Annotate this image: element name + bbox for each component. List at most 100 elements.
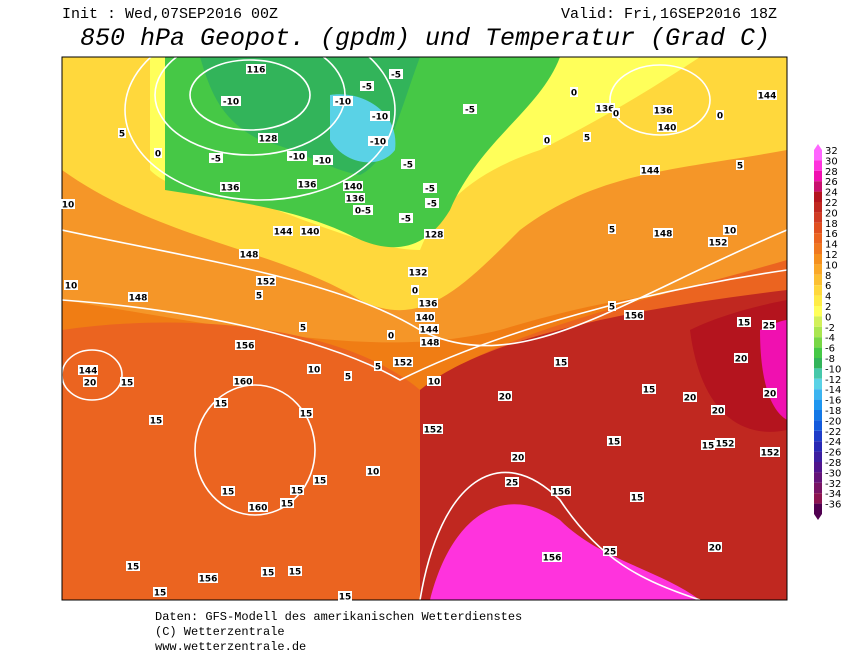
contour-label: -5: [427, 200, 437, 210]
contour-label-box: [287, 151, 307, 161]
contour-label: 140: [658, 124, 677, 134]
contour-label: 5: [375, 363, 381, 373]
colorbar-label: 6: [825, 281, 831, 292]
contour-label-box: [711, 405, 725, 415]
contour-label: 25: [604, 548, 617, 558]
contour-label: 152: [424, 426, 443, 436]
colorbar-label: 32: [825, 146, 838, 157]
contour-label-box: [221, 486, 235, 496]
contour-label: 15: [314, 477, 327, 487]
colorbar-swatch: [814, 233, 822, 244]
footer-source: Daten: GFS-Modell des amerikanischen Wet…: [155, 610, 522, 624]
contour-label-box: [708, 542, 722, 552]
contour-label-box: [154, 148, 162, 158]
contour-label-box: [734, 353, 748, 363]
contour-label: 15: [738, 319, 751, 329]
contour-label: 15: [121, 379, 134, 389]
contour-label: 20: [709, 544, 722, 554]
contour-label-box: [338, 591, 352, 601]
contour-label-box: [360, 81, 374, 91]
contour-label: -5: [401, 215, 411, 225]
colorbar-label: -16: [825, 396, 841, 407]
colorbar-arrow: [814, 144, 822, 150]
colorbar-swatch: [814, 243, 822, 254]
contour-label-box: [198, 573, 218, 583]
contour-labels: 116 -10 128 136 136 140 136 144 140 148 152 156 160 1…: [61, 64, 780, 603]
contour-label: 5: [256, 292, 262, 302]
contour-label-box: [425, 198, 439, 208]
contour-label: 136: [654, 107, 673, 117]
contour-label: 20: [712, 407, 725, 417]
contour-label-box: [607, 436, 621, 446]
contour-label: 156: [625, 312, 644, 322]
contour-label: 0: [717, 112, 723, 122]
contour-label-box: [653, 228, 673, 238]
contour-label: 10: [428, 378, 441, 388]
colorbar-label: -26: [825, 448, 841, 459]
contour-label-box: [640, 165, 660, 175]
contour-label-box: [542, 552, 562, 562]
contour-label-box: [608, 301, 616, 311]
contour-label: 152: [761, 449, 780, 459]
colorbar-label: -2: [825, 323, 835, 334]
colorbar-swatch: [814, 170, 822, 182]
contour-label-box: [763, 388, 777, 398]
colorbar-swatch: [814, 326, 822, 338]
contour-label: 15: [339, 593, 352, 603]
colorbar-label: 8: [825, 271, 831, 282]
contour-label-box: [64, 280, 78, 290]
colorbar-swatch: [814, 482, 822, 494]
contour-label: 0: [155, 150, 161, 160]
contour-label-box: [736, 160, 744, 170]
contour-label: 5: [609, 303, 615, 313]
contour-label-box: [608, 224, 616, 234]
colorbar-label: -4: [825, 333, 835, 344]
contour-label-box: [498, 391, 512, 401]
footer-url: www.wetterzentrale.de: [155, 640, 306, 654]
contour-label-box: [256, 276, 276, 286]
contour-label: 5: [737, 162, 743, 172]
contour-label: 20: [84, 379, 97, 389]
colorbar-swatch: [814, 181, 822, 192]
contour-label-box: [366, 466, 380, 476]
contour-label: 144: [641, 167, 660, 177]
contour-label: 156: [543, 554, 562, 564]
colorbar-swatch: [814, 503, 822, 514]
colorbar-label: 14: [825, 240, 838, 251]
colorbar-label: 20: [825, 208, 838, 219]
contour-label: 10: [724, 227, 737, 237]
colorbar-swatch: [814, 430, 822, 442]
contour-label: 15: [631, 494, 644, 504]
contour-label: 0: [544, 137, 550, 147]
colorbar-swatch: [814, 337, 822, 348]
contour-label: 15: [281, 500, 294, 510]
valid-time: Valid: Fri,16SEP2016 18Z: [561, 6, 777, 23]
contour-label-box: [248, 502, 268, 512]
contour-label-box: [415, 312, 435, 322]
contour-label: 156: [552, 488, 571, 498]
contour-label: 15: [127, 563, 140, 573]
contour-label: 20: [735, 355, 748, 365]
colorbar-swatch: [814, 150, 822, 161]
contour-label-box: [511, 452, 525, 462]
contour-label-box: [353, 205, 373, 215]
contour-label-box: [299, 322, 307, 332]
contour-label-box: [411, 285, 419, 295]
map-frame: [61, 56, 788, 601]
contour-label: 0: [388, 332, 394, 342]
colorbar-swatch: [814, 295, 822, 306]
contour-label-box: [423, 183, 437, 193]
contour-label: 15: [643, 386, 656, 396]
colorbar-swatch: [814, 347, 822, 358]
colorbar-swatch: [814, 160, 822, 171]
contour-label-box: [708, 237, 728, 247]
contour-label-box: [463, 104, 477, 114]
contour-label-box: [543, 135, 551, 145]
contour-label: 136: [298, 181, 317, 191]
contour-label: -10: [315, 157, 331, 167]
colorbar-swatch: [814, 212, 822, 223]
contour-label-box: [313, 475, 327, 485]
contour-label: 140: [344, 183, 363, 193]
contour-label: 136: [596, 105, 615, 115]
contour-label-box: [737, 317, 751, 327]
